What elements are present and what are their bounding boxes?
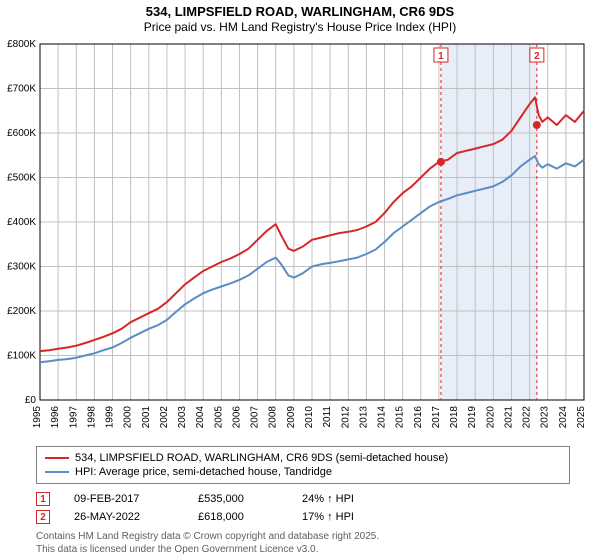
- svg-text:2002: 2002: [159, 406, 170, 429]
- svg-text:1995: 1995: [32, 406, 43, 429]
- sale-date: 09-FEB-2017: [74, 493, 174, 505]
- svg-text:£100K: £100K: [7, 351, 36, 362]
- svg-text:2025: 2025: [576, 406, 587, 429]
- svg-text:2004: 2004: [195, 406, 206, 429]
- svg-text:£200K: £200K: [7, 306, 36, 317]
- sale-price: £618,000: [198, 511, 278, 523]
- chart-title-subtitle: Price paid vs. HM Land Registry's House …: [0, 20, 600, 34]
- svg-text:2016: 2016: [413, 406, 424, 429]
- svg-text:£700K: £700K: [7, 84, 36, 95]
- chart-container: 534, LIMPSFIELD ROAD, WARLINGHAM, CR6 9D…: [0, 0, 600, 560]
- svg-text:2000: 2000: [123, 406, 134, 429]
- footer-line: This data is licensed under the Open Gov…: [36, 543, 570, 556]
- svg-text:2024: 2024: [558, 406, 569, 429]
- sale-row: 1 09-FEB-2017 £535,000 24% ↑ HPI: [36, 490, 570, 508]
- svg-text:2017: 2017: [431, 406, 442, 429]
- legend-label: HPI: Average price, semi-detached house,…: [75, 466, 332, 478]
- svg-text:£800K: £800K: [7, 40, 36, 50]
- sale-date: 26-MAY-2022: [74, 511, 174, 523]
- svg-text:1: 1: [438, 51, 444, 62]
- svg-text:2012: 2012: [340, 406, 351, 429]
- svg-text:£0: £0: [25, 395, 37, 406]
- chart-svg: £0 £100K £200K £300K £400K £500K £600K £700K £80…: [4, 40, 590, 440]
- legend-swatch: [45, 471, 69, 473]
- footer-line: Contains HM Land Registry data © Crown c…: [36, 530, 570, 543]
- svg-text:1999: 1999: [105, 406, 116, 429]
- chart-titles: 534, LIMPSFIELD ROAD, WARLINGHAM, CR6 9D…: [0, 0, 600, 36]
- sale-vs-hpi: 17% ↑ HPI: [302, 511, 570, 523]
- svg-text:2013: 2013: [358, 406, 369, 429]
- svg-text:1996: 1996: [50, 406, 61, 429]
- svg-text:2011: 2011: [322, 406, 333, 428]
- sale-row: 2 26-MAY-2022 £618,000 17% ↑ HPI: [36, 508, 570, 526]
- svg-text:2008: 2008: [268, 406, 279, 429]
- sales-table: 1 09-FEB-2017 £535,000 24% ↑ HPI 2 26-MA…: [36, 490, 570, 526]
- svg-text:2010: 2010: [304, 406, 315, 429]
- svg-text:2001: 2001: [141, 406, 152, 429]
- sale-vs-hpi: 24% ↑ HPI: [302, 493, 570, 505]
- svg-text:2007: 2007: [250, 406, 261, 429]
- sale-price: £535,000: [198, 493, 278, 505]
- svg-text:2006: 2006: [231, 406, 242, 429]
- svg-text:2009: 2009: [286, 406, 297, 429]
- chart-plot-area: £0 £100K £200K £300K £400K £500K £600K £700K £80…: [4, 40, 590, 440]
- svg-text:2005: 2005: [213, 406, 224, 429]
- svg-text:2: 2: [534, 51, 540, 62]
- svg-text:2020: 2020: [485, 406, 496, 429]
- sale-marker-icon: 1: [36, 492, 50, 506]
- svg-text:£600K: £600K: [7, 128, 36, 139]
- svg-text:2015: 2015: [395, 406, 406, 429]
- legend-label: 534, LIMPSFIELD ROAD, WARLINGHAM, CR6 9D…: [75, 452, 448, 464]
- footer-attribution: Contains HM Land Registry data © Crown c…: [36, 530, 570, 556]
- svg-text:1997: 1997: [68, 406, 79, 429]
- svg-text:2022: 2022: [522, 406, 533, 429]
- svg-text:2019: 2019: [467, 406, 478, 429]
- svg-text:2021: 2021: [503, 406, 514, 429]
- svg-text:2018: 2018: [449, 406, 460, 429]
- legend-item: HPI: Average price, semi-detached house,…: [45, 465, 561, 479]
- svg-text:£300K: £300K: [7, 262, 36, 273]
- legend-box: 534, LIMPSFIELD ROAD, WARLINGHAM, CR6 9D…: [36, 446, 570, 484]
- legend-item: 534, LIMPSFIELD ROAD, WARLINGHAM, CR6 9D…: [45, 451, 561, 465]
- svg-text:1998: 1998: [86, 406, 97, 429]
- svg-text:2014: 2014: [377, 406, 388, 429]
- sale-marker-icon: 2: [36, 510, 50, 524]
- legend-swatch: [45, 457, 69, 459]
- svg-text:£400K: £400K: [7, 217, 36, 228]
- chart-title-address: 534, LIMPSFIELD ROAD, WARLINGHAM, CR6 9D…: [0, 4, 600, 19]
- svg-text:£500K: £500K: [7, 173, 36, 184]
- svg-text:2023: 2023: [540, 406, 551, 429]
- svg-text:2003: 2003: [177, 406, 188, 429]
